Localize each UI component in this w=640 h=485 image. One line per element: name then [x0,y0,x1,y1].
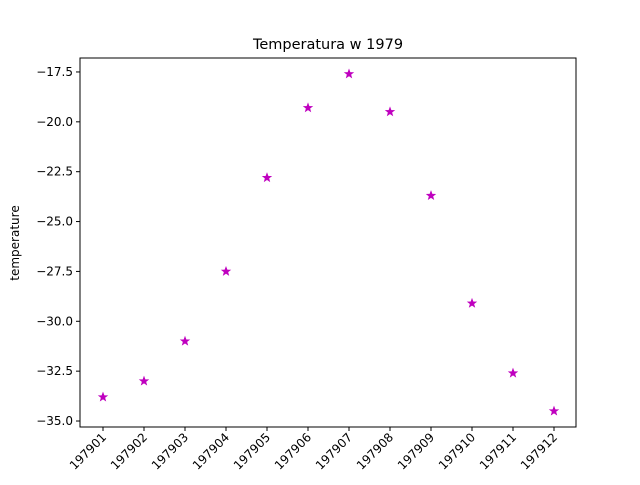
axes-frame [79,57,577,428]
plot-area: −35.0 −32.5 −30.0 −27.5 −25.0 −22.5 −20.0 −17.5… [36,57,577,473]
x-tick-label: 197906 [272,430,314,472]
x-tick-label: 197905 [231,430,273,472]
chart-title: Temperatura w 1979 [252,37,403,53]
y-tick-label: −25.0 [36,215,73,229]
x-tick-label: 197911 [477,430,519,472]
data-point [97,391,109,402]
y-tick-label: −35.0 [36,414,73,428]
y-tick-label: −17.5 [36,65,73,79]
x-tick-label: 197903 [149,430,191,472]
x-tick-label: 197904 [190,430,232,472]
data-point [466,297,478,308]
y-tick-label: −20.0 [36,115,73,129]
data-point [302,102,314,113]
data-point [507,367,519,378]
x-tick-label: 197910 [436,430,478,472]
x-tick-label: 197909 [395,430,437,472]
y-axis-label: temperature [8,205,22,280]
x-tick-label: 197908 [354,430,396,472]
data-point [343,68,355,79]
data-point [425,190,437,201]
data-point [548,405,560,416]
x-tick-label: 197912 [518,430,560,472]
y-tick-label: −32.5 [36,364,73,378]
data-point [179,335,191,346]
y-tick-label: −30.0 [36,314,73,328]
data-point [261,172,273,183]
x-tick-label: 197901 [67,430,109,472]
x-tick-label: 197907 [313,430,355,472]
data-point [138,375,150,386]
y-tick-label: −27.5 [36,264,73,278]
y-tick-label: −22.5 [36,165,73,179]
data-point [384,106,396,117]
x-tick-label: 197902 [108,430,150,472]
data-point [220,265,232,276]
